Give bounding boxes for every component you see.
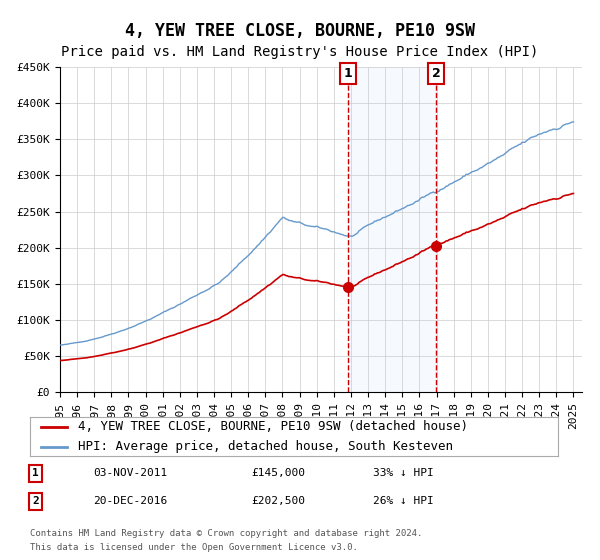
Text: Price paid vs. HM Land Registry's House Price Index (HPI): Price paid vs. HM Land Registry's House …	[61, 45, 539, 59]
Text: This data is licensed under the Open Government Licence v3.0.: This data is licensed under the Open Gov…	[30, 543, 358, 552]
Text: 4, YEW TREE CLOSE, BOURNE, PE10 9SW: 4, YEW TREE CLOSE, BOURNE, PE10 9SW	[125, 22, 475, 40]
Text: £145,000: £145,000	[252, 468, 306, 478]
Text: 33% ↓ HPI: 33% ↓ HPI	[373, 468, 434, 478]
Text: 2: 2	[431, 67, 440, 80]
Bar	[348, 67, 436, 392]
Text: 2: 2	[32, 496, 38, 506]
Text: 1: 1	[32, 468, 38, 478]
Text: 03-NOV-2011: 03-NOV-2011	[94, 468, 167, 478]
Text: 1: 1	[344, 67, 353, 80]
Text: Contains HM Land Registry data © Crown copyright and database right 2024.: Contains HM Land Registry data © Crown c…	[30, 529, 422, 538]
Text: 4, YEW TREE CLOSE, BOURNE, PE10 9SW (detached house): 4, YEW TREE CLOSE, BOURNE, PE10 9SW (det…	[77, 421, 467, 433]
Text: £202,500: £202,500	[252, 496, 306, 506]
Text: 20-DEC-2016: 20-DEC-2016	[94, 496, 167, 506]
Text: 26% ↓ HPI: 26% ↓ HPI	[373, 496, 434, 506]
Text: HPI: Average price, detached house, South Kesteven: HPI: Average price, detached house, Sout…	[77, 440, 452, 453]
